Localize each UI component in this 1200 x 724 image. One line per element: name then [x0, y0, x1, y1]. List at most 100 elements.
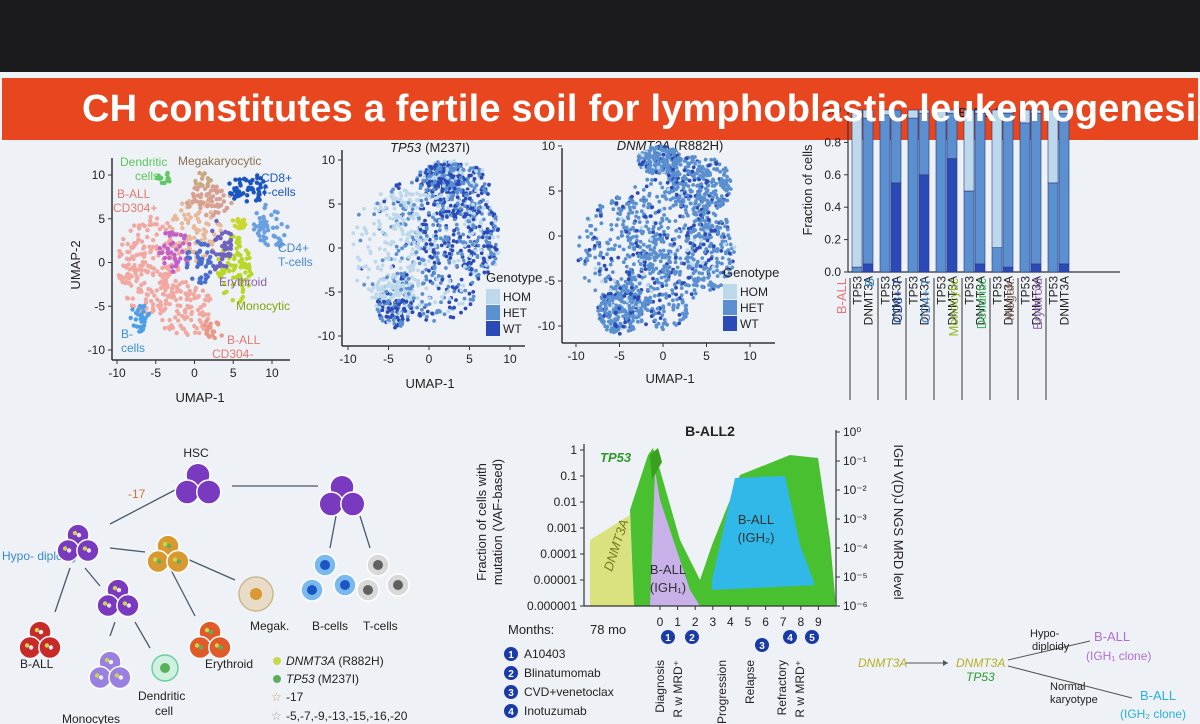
umap-dot	[414, 234, 419, 239]
umap-dot	[689, 255, 694, 260]
umap-dot	[616, 255, 621, 260]
umap-dot	[689, 292, 694, 296]
umap-dot	[464, 212, 468, 217]
umap-dot	[684, 193, 689, 197]
umap-dot	[441, 184, 446, 188]
umap-dot	[254, 180, 260, 185]
umap-dot	[691, 295, 696, 300]
umap-dot	[129, 274, 134, 279]
umap-dot	[610, 329, 615, 333]
umap-dot	[634, 210, 639, 214]
legend-label: -5,-7,-9,-13,-15,-16,-20	[286, 709, 408, 723]
umap-dot	[716, 284, 721, 289]
legend-label: TP53 (M237I)	[286, 672, 359, 686]
umap-dot	[195, 211, 201, 216]
umap-dot	[609, 227, 614, 232]
umap-dot	[372, 221, 376, 226]
variant: (M237I)	[425, 140, 470, 155]
umap-dot	[186, 218, 191, 224]
umap-dot	[206, 259, 212, 264]
umap-dot	[208, 254, 213, 260]
umap-dot	[440, 216, 445, 221]
umap-dot	[166, 293, 171, 299]
umap-dot	[655, 306, 660, 311]
umap-dot	[459, 175, 463, 180]
umap-dot	[455, 227, 460, 232]
umap-dot	[205, 250, 210, 255]
umap-dot	[398, 259, 403, 264]
umap-dot	[697, 160, 702, 164]
umap-dot	[264, 223, 270, 228]
tp53-area-label: TP53	[600, 450, 632, 465]
umap-dot	[452, 159, 456, 163]
umap-dot	[660, 185, 665, 190]
umap-dot	[395, 271, 400, 276]
umap-dot	[644, 198, 649, 203]
node-label: B-cells	[312, 619, 348, 633]
umap-dot	[204, 213, 209, 218]
umap-dot	[475, 255, 480, 259]
umap-dot	[605, 312, 609, 316]
umap-dot	[621, 219, 626, 224]
umap-dot	[466, 215, 471, 220]
umap-dot	[620, 233, 625, 238]
umap-dot	[168, 236, 173, 242]
umap-dot	[439, 243, 444, 248]
umap-dot	[215, 321, 221, 326]
umap-dot	[203, 297, 208, 302]
umap-dot	[217, 196, 223, 202]
tick-label: 0	[660, 349, 667, 363]
umap-dot	[657, 311, 661, 315]
umap-dot	[229, 200, 234, 206]
umap-dot	[208, 321, 213, 326]
umap-dot	[380, 230, 385, 235]
umap-dot	[643, 214, 648, 219]
umap-dot	[401, 218, 406, 223]
tick-label: 0	[98, 256, 105, 270]
umap-dot	[652, 294, 657, 298]
umap-dot	[418, 224, 423, 229]
umap-dot	[440, 173, 445, 178]
umap-dot	[456, 282, 461, 287]
ball2-area-label: B-ALL	[738, 512, 774, 527]
umap-dot	[705, 229, 710, 234]
umap-dot	[711, 270, 716, 274]
umap-dot	[262, 190, 267, 195]
umap-dot	[461, 232, 465, 237]
umap-dot	[420, 281, 425, 286]
umap-dot	[709, 250, 714, 255]
umap-dot	[645, 220, 650, 224]
umap-dot	[186, 304, 191, 310]
umap-dot	[399, 237, 403, 242]
umap-dot	[163, 301, 168, 307]
umap-dot	[445, 197, 449, 202]
umap-dot	[692, 288, 697, 293]
umap-dot	[144, 292, 150, 297]
umap-dot	[235, 218, 240, 223]
umap-dot	[160, 291, 166, 297]
umap-dot	[660, 164, 664, 169]
umap-dot	[645, 169, 649, 174]
event-label: Progression	[715, 660, 729, 724]
umap-dot	[394, 184, 399, 188]
umap-dot	[715, 206, 720, 210]
umap-dot	[391, 318, 396, 322]
umap-dot	[203, 264, 209, 269]
mutation-dot	[156, 559, 162, 564]
umap-dot	[208, 325, 213, 330]
umap-dot	[666, 249, 671, 254]
umap-dot	[602, 299, 607, 304]
umap-dot	[604, 267, 609, 272]
umap-dot	[121, 236, 126, 242]
umap-dot	[652, 287, 657, 291]
umap-dot	[178, 289, 184, 294]
month-label: 8	[797, 615, 804, 629]
umap-dot	[191, 292, 196, 297]
umap-dot	[587, 279, 591, 283]
umap-dot	[444, 170, 449, 175]
umap-dot	[177, 282, 182, 287]
umap-dot	[664, 295, 669, 300]
mutation-dot	[112, 585, 118, 591]
umap-dot	[692, 235, 697, 239]
umap-dot	[714, 220, 719, 224]
